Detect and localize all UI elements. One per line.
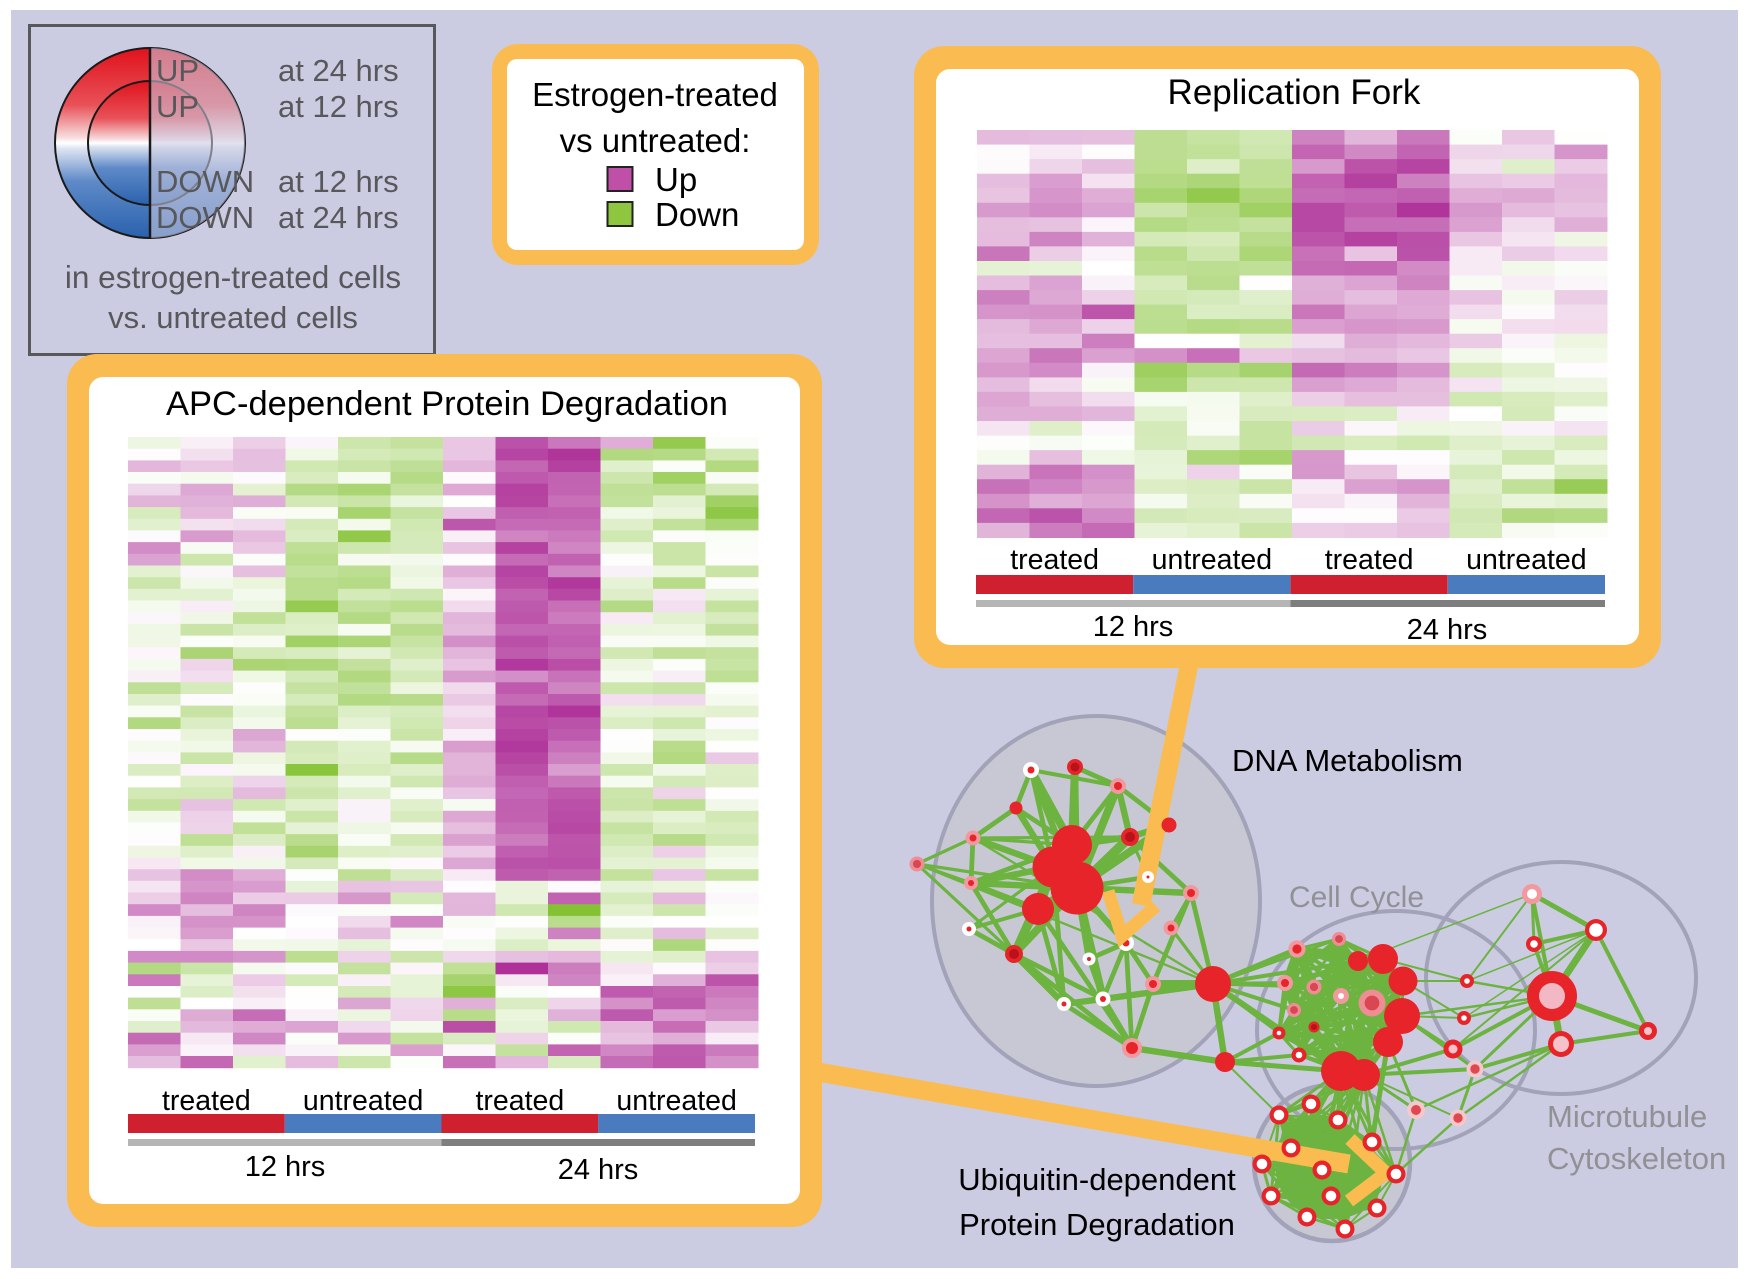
- svg-text:24 hrs: 24 hrs: [558, 1154, 639, 1186]
- svg-text:12 hrs: 12 hrs: [245, 1151, 326, 1183]
- svg-text:UP: UP: [156, 89, 199, 124]
- svg-text:untreated: untreated: [303, 1085, 423, 1117]
- svg-text:treated: treated: [1010, 544, 1099, 576]
- svg-text:Down: Down: [655, 196, 739, 233]
- svg-text:vs untreated:: vs untreated:: [560, 122, 751, 159]
- svg-text:treated: treated: [1325, 544, 1414, 576]
- svg-text:DOWN: DOWN: [156, 200, 254, 235]
- svg-text:24 hrs: 24 hrs: [1407, 614, 1488, 646]
- svg-text:UP: UP: [156, 53, 199, 88]
- svg-text:treated: treated: [162, 1085, 251, 1117]
- svg-text:at 12 hrs: at 12 hrs: [278, 89, 399, 124]
- svg-text:vs. untreated cells: vs. untreated cells: [108, 300, 358, 335]
- svg-text:treated: treated: [476, 1085, 565, 1117]
- svg-text:in estrogen-treated cells: in estrogen-treated cells: [65, 259, 401, 295]
- svg-text:at 12 hrs: at 12 hrs: [278, 164, 399, 199]
- svg-text:Cytoskeleton: Cytoskeleton: [1547, 1141, 1726, 1176]
- svg-text:Microtubule: Microtubule: [1547, 1099, 1707, 1134]
- svg-text:Protein Degradation: Protein Degradation: [959, 1207, 1235, 1242]
- svg-text:Ubiquitin-dependent: Ubiquitin-dependent: [958, 1162, 1236, 1197]
- svg-text:at 24 hrs: at 24 hrs: [278, 53, 399, 88]
- svg-text:at 24 hrs: at 24 hrs: [278, 200, 399, 235]
- svg-text:untreated: untreated: [616, 1085, 736, 1117]
- svg-text:Replication Fork: Replication Fork: [1168, 73, 1421, 112]
- svg-text:untreated: untreated: [1152, 544, 1272, 576]
- svg-text:Cell Cycle: Cell Cycle: [1289, 881, 1424, 914]
- svg-text:Estrogen-treated: Estrogen-treated: [532, 76, 778, 113]
- svg-text:untreated: untreated: [1466, 544, 1586, 576]
- svg-text:DOWN: DOWN: [156, 164, 254, 199]
- svg-text:Up: Up: [655, 161, 697, 198]
- svg-text:12 hrs: 12 hrs: [1093, 611, 1174, 643]
- svg-text:DNA Metabolism: DNA Metabolism: [1232, 743, 1463, 778]
- svg-text:APC-dependent Protein Degradat: APC-dependent Protein Degradation: [166, 385, 728, 423]
